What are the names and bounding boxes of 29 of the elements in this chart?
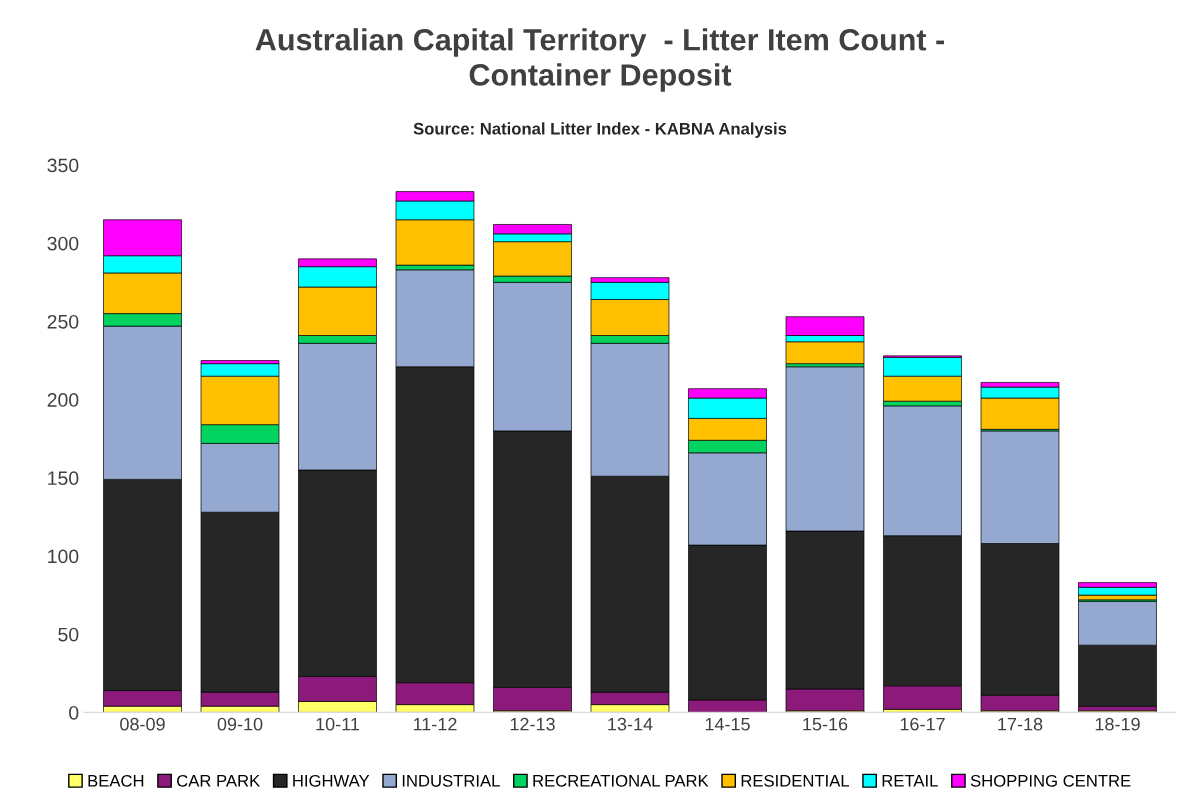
- chart-subtitle: Source: National Litter Index - KABNA Analysis: [413, 122, 787, 138]
- y-tick-label: 50: [58, 627, 79, 642]
- x-tick-label: 17-18: [998, 717, 1043, 731]
- y-tick-label: 0: [69, 705, 79, 720]
- y-tick-label: 100: [48, 549, 79, 564]
- chart-title: Australian Capital Territory - Litter Item Count - Container Deposit: [255, 28, 944, 92]
- x-tick-label: 08-09: [120, 717, 165, 731]
- y-tick-label: 250: [47, 314, 79, 329]
- legend-label: SHOPPING CENTRE: [970, 774, 1131, 787]
- x-tick-label: 12-13: [510, 717, 555, 731]
- x-tick-label: 11-12: [413, 717, 457, 731]
- x-tick-label: 14-15: [705, 717, 750, 731]
- x-tick-label: 09-10: [217, 717, 263, 731]
- legend-label: RESIDENTIAL: [741, 774, 850, 787]
- y-tick-label: 350: [47, 158, 79, 173]
- legend-label: INDUSTRIAL: [402, 774, 500, 787]
- legend-label: CAR PARK: [177, 774, 261, 787]
- y-tick-label: 200: [47, 393, 79, 407]
- legend-label: BEACH: [88, 774, 144, 787]
- x-tick-label: 16-17: [900, 717, 945, 731]
- legend-label: HIGHWAY: [293, 774, 370, 787]
- x-tick-label: 13-14: [608, 717, 653, 731]
- legend-label: RETAIL: [882, 775, 938, 787]
- legend-label: RECREATIONAL PARK: [533, 774, 709, 787]
- x-tick-label: 15-16: [803, 717, 848, 731]
- y-tick-label: 300: [47, 236, 79, 251]
- x-tick-label: 18-19: [1095, 717, 1140, 731]
- y-tick-label: 150: [48, 471, 79, 486]
- x-tick-label: 10-11: [316, 717, 360, 731]
